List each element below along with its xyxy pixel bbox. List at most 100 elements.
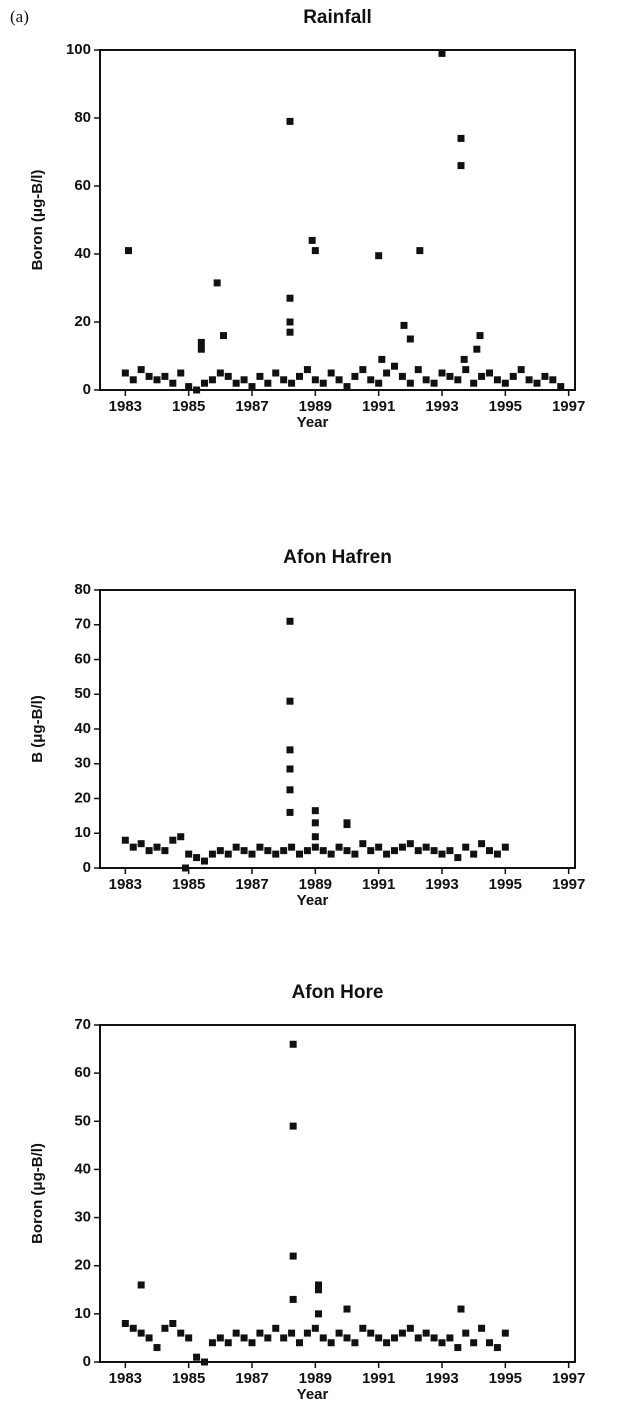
data-point bbox=[375, 1334, 383, 1342]
data-point bbox=[438, 850, 446, 858]
data-point bbox=[351, 372, 359, 380]
data-point bbox=[501, 379, 509, 387]
y-tick-label: 20 bbox=[74, 313, 91, 330]
data-point bbox=[303, 366, 311, 374]
data-point bbox=[414, 1334, 422, 1342]
data-point bbox=[446, 1334, 454, 1342]
plot-frame bbox=[99, 589, 576, 869]
data-point bbox=[296, 850, 303, 858]
data-point bbox=[286, 765, 294, 773]
y-tick-label: 20 bbox=[74, 1257, 91, 1274]
x-tick-label: 1995 bbox=[489, 876, 522, 893]
data-point bbox=[185, 850, 193, 858]
x-tick-label: 1989 bbox=[299, 398, 332, 415]
y-tick-label: 10 bbox=[74, 824, 91, 841]
plot-frame bbox=[99, 49, 576, 391]
data-point bbox=[486, 847, 493, 855]
data-point bbox=[121, 369, 129, 377]
data-point bbox=[280, 376, 288, 384]
data-point bbox=[286, 786, 294, 794]
data-point bbox=[311, 807, 319, 815]
y-axis-label: Boron (μg-B/l) bbox=[29, 1143, 46, 1244]
data-point bbox=[286, 318, 294, 326]
data-point bbox=[533, 379, 541, 387]
data-point bbox=[422, 376, 430, 384]
data-point bbox=[359, 366, 367, 374]
y-tick-label: 40 bbox=[74, 245, 91, 262]
data-point bbox=[343, 1305, 351, 1313]
data-point bbox=[248, 850, 256, 858]
data-point bbox=[422, 843, 430, 851]
data-point bbox=[286, 328, 294, 336]
data-point bbox=[327, 369, 335, 377]
data-point bbox=[383, 1339, 391, 1347]
data-point bbox=[501, 1329, 509, 1337]
data-point bbox=[509, 372, 517, 380]
data-point bbox=[121, 836, 129, 844]
data-point bbox=[288, 1329, 296, 1337]
plot-frame bbox=[99, 1024, 576, 1363]
data-point bbox=[153, 843, 161, 851]
data-point bbox=[335, 376, 343, 384]
x-tick-label: 1993 bbox=[425, 1370, 458, 1387]
data-point bbox=[125, 247, 132, 255]
panel-label: (a) bbox=[10, 7, 29, 26]
data-point bbox=[517, 366, 525, 374]
data-point bbox=[430, 379, 438, 387]
data-point bbox=[375, 843, 383, 851]
data-point bbox=[248, 1339, 256, 1347]
data-point bbox=[129, 1324, 137, 1332]
data-point bbox=[208, 376, 216, 384]
y-axis-label: B (μg-B/l) bbox=[29, 695, 46, 763]
data-point bbox=[549, 376, 557, 384]
data-point bbox=[501, 843, 509, 851]
data-point bbox=[224, 372, 232, 380]
data-point bbox=[289, 1040, 297, 1048]
data-point bbox=[470, 850, 478, 858]
y-tick-label: 80 bbox=[74, 109, 91, 126]
data-point bbox=[185, 383, 193, 391]
data-point bbox=[137, 1329, 145, 1337]
data-point bbox=[193, 854, 201, 862]
data-point bbox=[137, 840, 145, 848]
data-point bbox=[256, 843, 264, 851]
data-point bbox=[457, 162, 465, 170]
data-point bbox=[457, 1305, 465, 1313]
data-point bbox=[129, 376, 137, 384]
x-tick-label: 1993 bbox=[425, 398, 458, 415]
data-point bbox=[414, 366, 422, 374]
x-tick-label: 1983 bbox=[109, 398, 142, 415]
data-point bbox=[319, 847, 327, 855]
data-point bbox=[359, 840, 367, 848]
data-point bbox=[454, 1344, 462, 1352]
data-point bbox=[145, 1334, 153, 1342]
data-point bbox=[416, 247, 424, 255]
data-point bbox=[473, 345, 481, 353]
data-point bbox=[462, 843, 470, 851]
data-point bbox=[454, 854, 462, 862]
x-tick-label: 1987 bbox=[235, 876, 268, 893]
y-tick-label: 20 bbox=[74, 789, 91, 806]
x-tick-label: 1991 bbox=[362, 1370, 395, 1387]
data-point bbox=[232, 1329, 240, 1337]
y-tick-label: 0 bbox=[83, 381, 91, 398]
data-point bbox=[308, 236, 316, 244]
data-point bbox=[185, 1334, 193, 1342]
data-point bbox=[129, 843, 137, 851]
x-tick-label: 1991 bbox=[362, 398, 395, 415]
data-point bbox=[197, 338, 205, 346]
y-tick-label: 60 bbox=[74, 1064, 91, 1081]
data-point bbox=[220, 332, 227, 340]
data-point bbox=[486, 369, 493, 377]
data-point bbox=[161, 1324, 169, 1332]
data-point bbox=[248, 383, 256, 391]
data-point bbox=[289, 1295, 297, 1303]
data-point bbox=[462, 366, 470, 374]
data-point bbox=[240, 847, 248, 855]
data-point bbox=[375, 379, 383, 387]
y-tick-label: 30 bbox=[74, 1209, 91, 1226]
data-point bbox=[319, 1334, 327, 1342]
data-point bbox=[367, 847, 375, 855]
data-point bbox=[398, 843, 406, 851]
